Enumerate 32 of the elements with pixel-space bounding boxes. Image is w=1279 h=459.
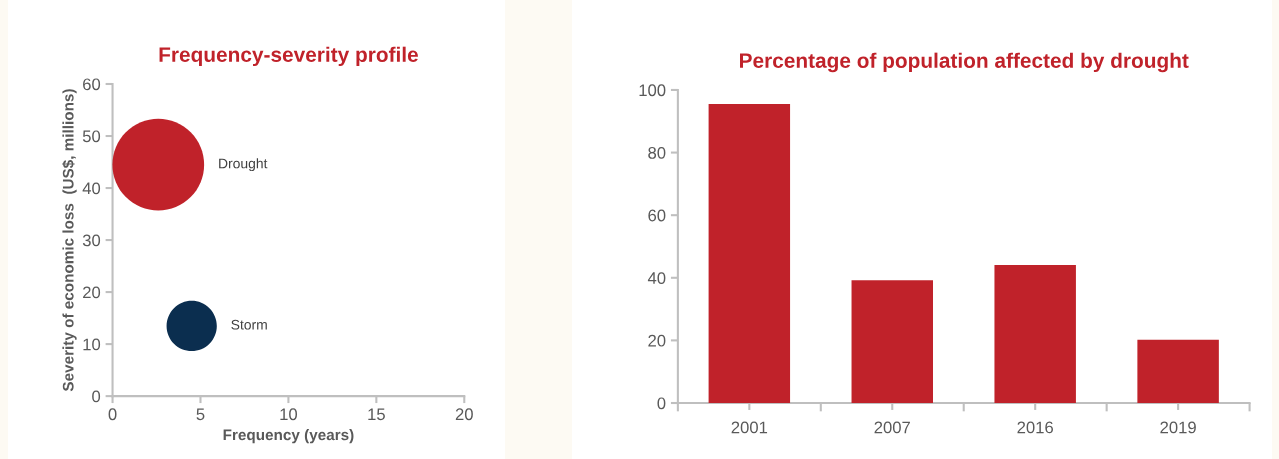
- series-label: Drought: [219, 158, 268, 172]
- y-tick-label: 80: [648, 146, 666, 159]
- chart-title: Frequency-severity profile: [159, 46, 418, 67]
- y-tick-label: 60: [83, 78, 101, 91]
- y-tick-label: 50: [82, 130, 101, 143]
- y-tick-label: 20: [648, 334, 666, 347]
- x-tick-label: 0: [108, 408, 117, 421]
- series-label: Storm: [231, 319, 267, 330]
- y-tick-label: 100: [639, 84, 666, 97]
- chart-title: Percentage of population affected by drought: [740, 52, 1189, 73]
- y-tick-label: 0: [92, 390, 101, 403]
- x-tick-label: 2001: [731, 421, 768, 434]
- x-tick-label: 2016: [1017, 421, 1053, 434]
- bar: [1137, 339, 1219, 403]
- x-tick-label: 2019: [1160, 421, 1196, 434]
- y-tick-label: 40: [647, 272, 666, 284]
- bar: [994, 264, 1076, 403]
- y-tick-label: 0: [657, 397, 666, 410]
- y-tick-label: 60: [648, 209, 666, 222]
- y-tick-label: 10: [83, 338, 101, 351]
- y-tick-label: 30: [82, 234, 101, 247]
- x-tick-label: 10: [280, 408, 298, 421]
- bar: [851, 280, 933, 403]
- y-tick-label: 40: [82, 182, 101, 195]
- x-tick-label: 15: [368, 408, 385, 421]
- y-tick-label: 20: [83, 286, 101, 299]
- x-axis-title: Frequency (years): [223, 429, 354, 444]
- x-tick-label: 5: [196, 408, 205, 421]
- y-axis-title: Severity of economic loss (US$, millions): [62, 89, 77, 392]
- x-tick-label: 2007: [874, 421, 910, 434]
- x-tick-label: 20: [455, 408, 473, 421]
- bar: [708, 104, 791, 403]
